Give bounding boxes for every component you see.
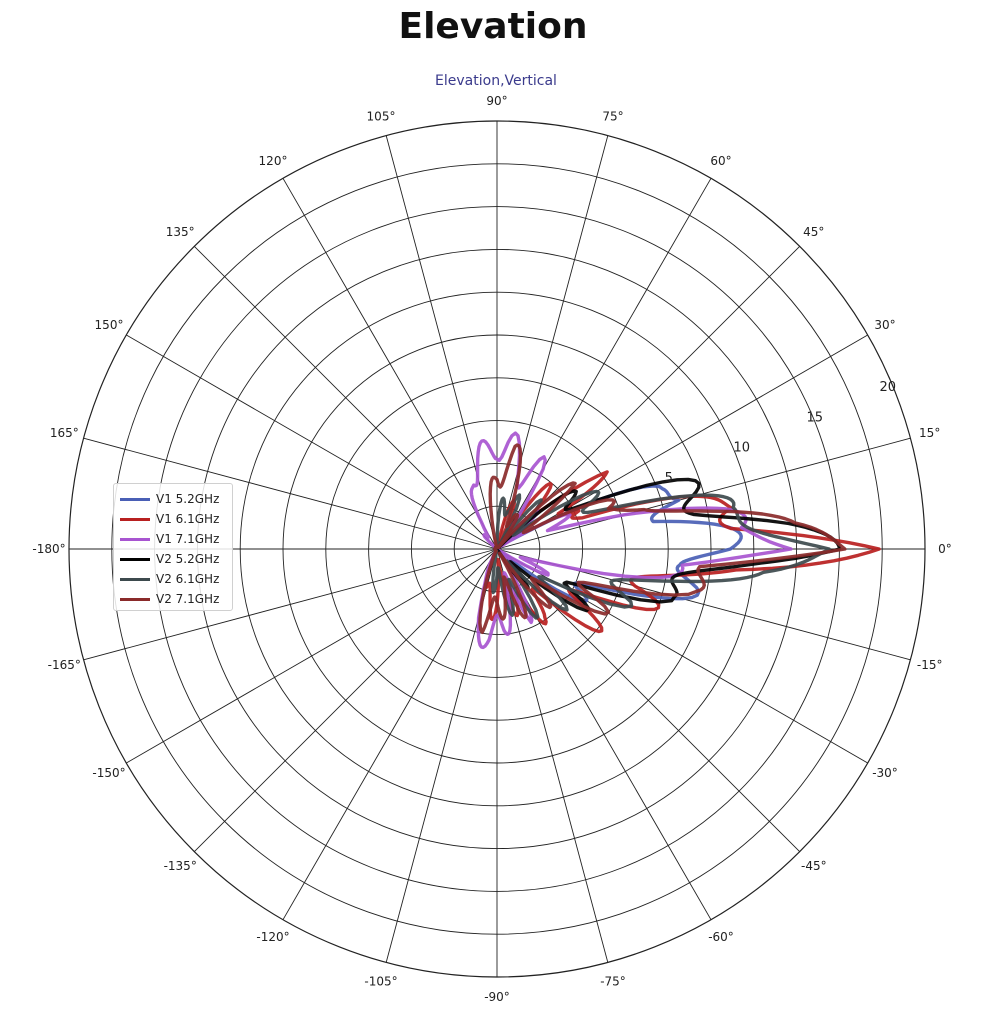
- legend-item: V1 6.1GHz: [120, 510, 219, 528]
- angle-tick-label: -60°: [708, 930, 734, 944]
- legend-swatch: [120, 557, 150, 561]
- legend-item: V2 5.2GHz: [120, 550, 219, 568]
- radial-tick-label: 15: [807, 410, 824, 425]
- angle-tick-label: 120°: [259, 154, 288, 168]
- radial-tick-label: 10: [734, 441, 751, 456]
- angle-tick-label: 30°: [874, 318, 895, 332]
- angle-tick-labels: 0° 15° 30° 45° 60° 75° 90° 105° 120° 135° 150° 165°…: [32, 94, 951, 1004]
- angle-tick-label: -105°: [364, 975, 397, 989]
- grid-spoke: [282, 178, 498, 550]
- grid-spoke: [496, 334, 868, 550]
- legend-swatch: [120, 577, 150, 581]
- radial-tick-label: 20: [880, 380, 897, 395]
- legend-label: V2 5.2GHz: [156, 552, 220, 566]
- angle-tick-label: -180°: [32, 542, 65, 556]
- chart-title: Elevation,Vertical: [435, 73, 557, 89]
- angle-tick-label: 15°: [919, 426, 940, 440]
- legend-swatch: [120, 537, 150, 541]
- grid-spoke: [194, 246, 498, 550]
- grid-spoke: [282, 548, 498, 920]
- legend-item: V2 6.1GHz: [120, 570, 219, 588]
- angle-tick-label: -90°: [484, 990, 510, 1004]
- legend-label: V1 6.1GHz: [156, 512, 220, 526]
- page-title: Elevation: [398, 6, 588, 47]
- grid-spoke: [385, 135, 498, 550]
- legend: V1 5.2GHz V1 6.1GHz V1 7.1GHz V2 5.2GHz …: [113, 483, 233, 611]
- angle-tick-label: 165°: [50, 426, 79, 440]
- angle-tick-label: 90°: [486, 94, 507, 108]
- grid-spoke: [496, 135, 609, 550]
- radial-tick-label: 5: [665, 471, 673, 486]
- angle-tick-label: 150°: [95, 318, 124, 332]
- legend-swatch: [120, 497, 150, 501]
- angle-tick-label: -150°: [92, 766, 125, 780]
- legend-item: V1 5.2GHz: [120, 490, 219, 508]
- grid-spoke: [126, 334, 498, 550]
- angle-tick-label: -15°: [917, 658, 943, 672]
- legend-swatch: [120, 517, 150, 521]
- grid-spoke: [194, 548, 498, 852]
- grid-spoke: [496, 548, 609, 963]
- angle-tick-label: 60°: [710, 154, 731, 168]
- legend-item: V1 7.1GHz: [120, 530, 219, 548]
- angle-tick-label: -75°: [600, 975, 626, 989]
- legend-label: V1 7.1GHz: [156, 532, 220, 546]
- angle-tick-label: -45°: [801, 859, 827, 873]
- angle-tick-label: -30°: [872, 766, 898, 780]
- series-line: [478, 443, 847, 634]
- legend-label: V2 7.1GHz: [156, 592, 220, 606]
- angle-tick-label: 45°: [803, 225, 824, 239]
- angle-tick-label: -135°: [164, 859, 197, 873]
- legend-item: V2 7.1GHz: [120, 590, 219, 608]
- legend-label: V1 5.2GHz: [156, 492, 220, 506]
- grid-spoke: [83, 548, 498, 661]
- angle-tick-label: 135°: [166, 225, 195, 239]
- polar-grid: [68, 120, 926, 978]
- angle-tick-label: 0°: [938, 542, 952, 556]
- grid-spoke: [496, 178, 712, 550]
- angle-tick-label: -120°: [256, 930, 289, 944]
- grid-spoke: [126, 548, 498, 764]
- legend-label: V2 6.1GHz: [156, 572, 220, 586]
- legend-swatch: [120, 597, 150, 601]
- angle-tick-label: 105°: [367, 109, 396, 123]
- grid-spoke: [83, 437, 498, 550]
- angle-tick-label: -165°: [48, 658, 81, 672]
- angle-tick-label: 75°: [602, 109, 623, 123]
- series-group: [469, 431, 881, 650]
- radial-tick-labels: 5 10 15 20: [665, 380, 896, 486]
